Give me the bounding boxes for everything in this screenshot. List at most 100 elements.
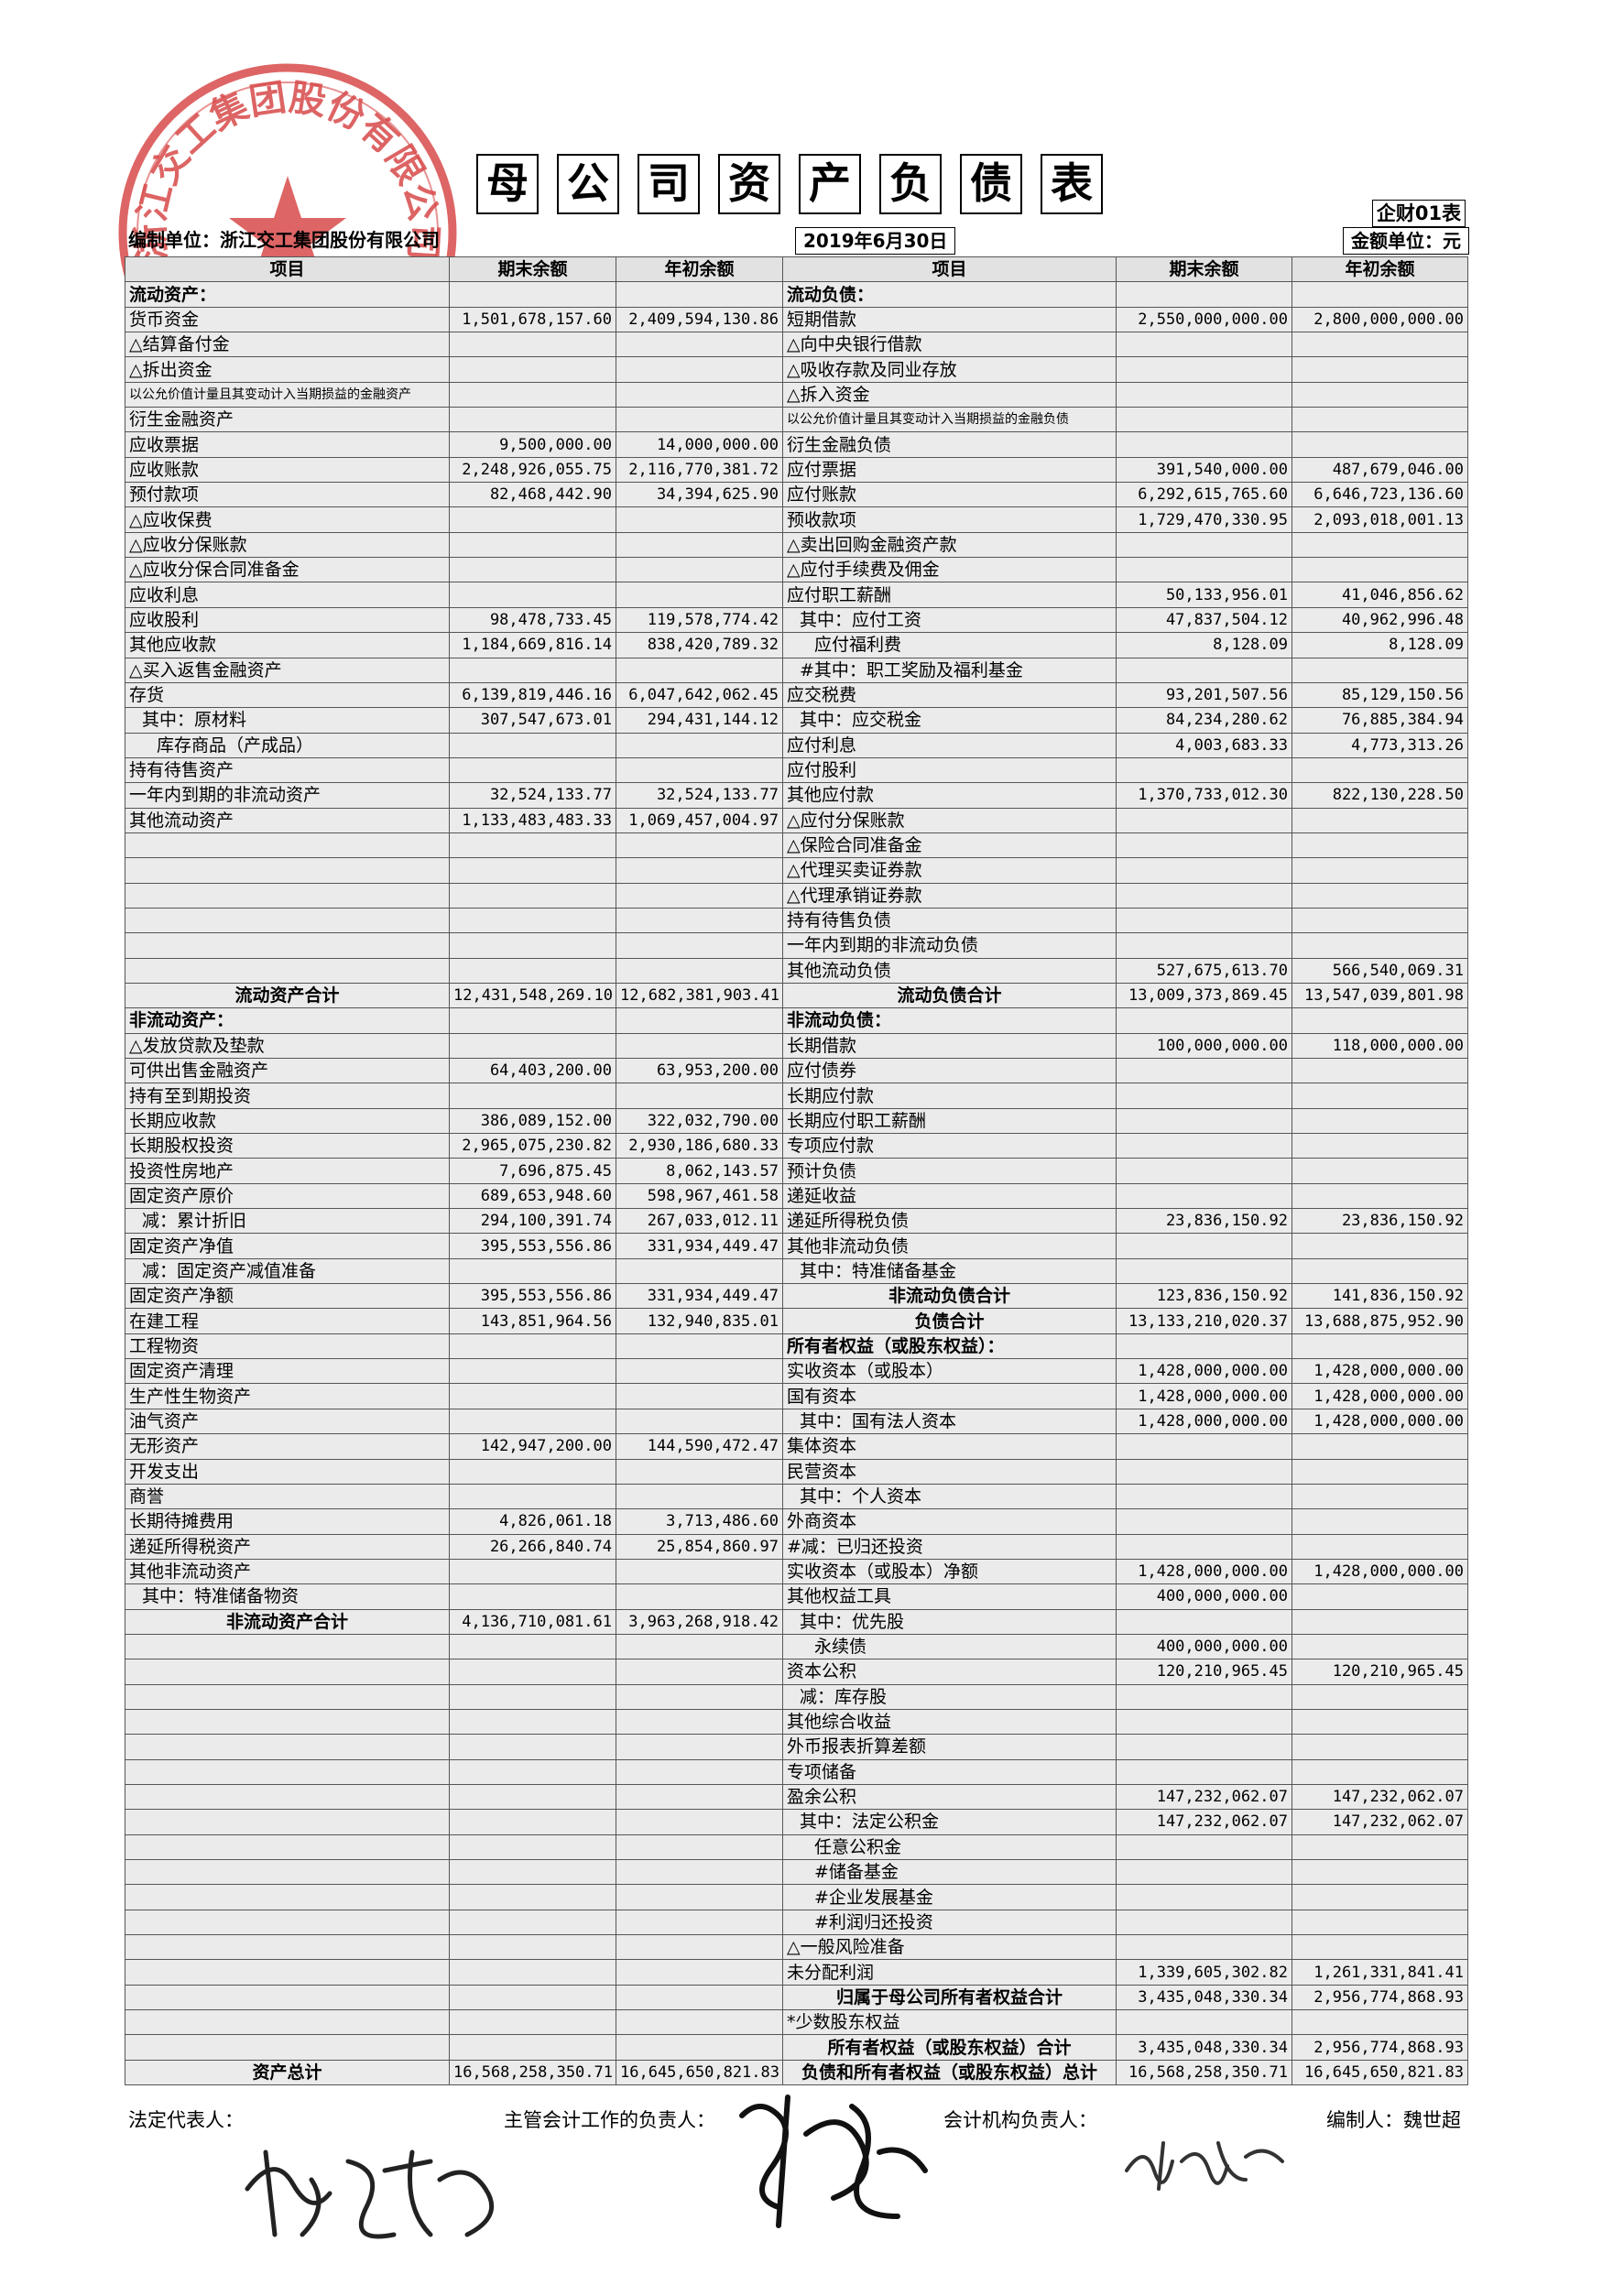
ending-balance-cell — [1116, 1458, 1292, 1485]
table-row: 生产性生物资产 国有资本 1,428,000,000.00 1,428,000,000… — [125, 1383, 1468, 1409]
table-row: 应收账款 2,248,926,055.75 2,116,770,381.72 应付票据… — [125, 456, 1468, 484]
table-row: #企业发展基金 — [125, 1884, 1468, 1910]
table-row: △代理买卖证券款 — [125, 857, 1468, 884]
opening-balance-cell: 2,093,018,001.13 — [1292, 506, 1468, 533]
accounting-head-signature — [739, 2095, 928, 2228]
item-label: #储备基金 — [782, 1858, 1117, 1886]
table-row: 其中：法定公积金 147,232,062.07 147,232,062.07 — [125, 1809, 1468, 1835]
item-label: 减：累计折旧 — [125, 1208, 450, 1235]
opening-balance-cell — [1292, 1257, 1468, 1285]
item-label: 工程物资 — [125, 1333, 450, 1360]
opening-balance-cell — [1292, 1708, 1468, 1736]
item-label: 归属于母公司所有者权益合计 — [782, 1984, 1117, 2011]
ending-balance-cell — [1116, 1608, 1292, 1635]
opening-balance-cell — [1292, 1533, 1468, 1560]
opening-balance-cell — [616, 756, 783, 784]
table-row: 任意公积金 — [125, 1834, 1468, 1861]
item-label: 非流动负债： — [782, 1007, 1117, 1034]
table-row: #储备基金 — [125, 1858, 1468, 1886]
opening-balance-cell — [1292, 1433, 1468, 1460]
ending-balance-cell: 1,184,669,816.14 — [449, 632, 616, 658]
item-label — [125, 1659, 450, 1685]
opening-balance-cell: 119,578,774.42 — [616, 606, 783, 634]
opening-balance-cell — [1292, 1884, 1468, 1910]
opening-balance-cell — [1292, 1508, 1468, 1535]
item-label: 油气资产 — [125, 1408, 450, 1435]
ending-balance-cell — [449, 1558, 616, 1585]
ending-balance-cell — [1116, 1758, 1292, 1785]
item-label: 专项应付款 — [782, 1133, 1117, 1159]
item-label: 固定资产清理 — [125, 1358, 450, 1385]
opening-balance-cell: 14,000,000.00 — [616, 431, 783, 458]
opening-balance-cell — [616, 1884, 783, 1910]
ending-balance-cell — [1116, 882, 1292, 909]
ending-balance-cell: 123,836,150.92 — [1116, 1283, 1292, 1310]
ending-balance-cell: 16,568,258,350.71 — [1116, 2059, 1292, 2086]
ending-balance-cell: 1,133,483,483.33 — [449, 807, 616, 833]
opening-balance-cell — [1292, 1182, 1468, 1210]
opening-balance-cell: 1,428,000,000.00 — [1292, 1383, 1468, 1409]
ending-balance-cell — [449, 1583, 616, 1610]
opening-balance-cell — [616, 1483, 783, 1510]
item-label — [125, 1683, 450, 1710]
opening-balance-cell — [616, 1558, 783, 1585]
table-row: 一年内到期的非流动资产 32,524,133.77 32,524,133.77 其他应… — [125, 782, 1468, 809]
opening-balance-cell — [1292, 1158, 1468, 1184]
item-label — [125, 1909, 450, 1936]
opening-balance-cell — [616, 1583, 783, 1610]
item-label: 应交税费 — [782, 681, 1117, 709]
ending-balance-cell: 307,547,673.01 — [449, 707, 616, 734]
item-label: 递延收益 — [782, 1182, 1117, 1210]
opening-balance-cell: 4,773,313.26 — [1292, 732, 1468, 758]
dept-head-label: 会计机构负责人： — [943, 2109, 1097, 2131]
item-label: 其中：国有法人资本 — [782, 1408, 1117, 1435]
ending-balance-cell — [449, 1909, 616, 1936]
opening-balance-cell: 838,420,789.32 — [616, 632, 783, 658]
item-label: 永续债 — [782, 1633, 1117, 1660]
opening-balance-cell: 1,069,457,004.97 — [616, 807, 783, 833]
ending-balance-cell — [449, 1834, 616, 1861]
opening-balance-cell — [616, 1032, 783, 1060]
opening-balance-cell — [1292, 807, 1468, 833]
ending-balance-cell: 527,675,613.70 — [1116, 957, 1292, 984]
table-row: △拆出资金 △吸收存款及同业存放 — [125, 356, 1468, 383]
ending-balance-cell: 400,000,000.00 — [1116, 1583, 1292, 1610]
ending-balance-cell — [1116, 1834, 1292, 1861]
opening-balance-cell: 40,962,996.48 — [1292, 606, 1468, 634]
opening-balance-cell — [616, 1834, 783, 1861]
opening-balance-cell — [616, 832, 783, 859]
ending-balance-cell — [449, 1884, 616, 1910]
item-label: 其他流动资产 — [125, 807, 450, 833]
ending-balance-cell: 1,428,000,000.00 — [1116, 1358, 1292, 1385]
ending-balance-cell: 143,851,964.56 — [449, 1308, 616, 1334]
item-label: △应收分保合同准备金 — [125, 557, 450, 583]
table-row: 应收票据 9,500,000.00 14,000,000.00 衍生金融负债 — [125, 431, 1468, 458]
ending-balance-cell: 147,232,062.07 — [1116, 1783, 1292, 1811]
item-label: 长期应付职工薪酬 — [782, 1107, 1117, 1135]
ending-balance-cell — [1116, 1683, 1292, 1710]
column-header: 年初余额 — [616, 256, 783, 283]
preparer-label: 编制人：魏世超 — [1326, 2109, 1461, 2131]
ending-balance-cell — [1116, 1107, 1292, 1135]
item-label: #企业发展基金 — [782, 1884, 1117, 1910]
balance-sheet-table: 项目 期末余额 年初余额 项目 期末余额 年初余额 流动资产： 流动负债： 货币资金 1,501… — [125, 256, 1468, 2086]
ending-balance-cell — [449, 1683, 616, 1710]
opening-balance-cell — [1292, 1734, 1468, 1760]
opening-balance-cell: 1,428,000,000.00 — [1292, 1558, 1468, 1585]
ending-balance-cell: 98,478,733.45 — [449, 606, 616, 634]
item-label: △保险合同准备金 — [782, 832, 1117, 859]
ending-balance-cell — [449, 1333, 616, 1360]
opening-balance-cell: 3,713,486.60 — [616, 1508, 783, 1535]
item-label: 其中：法定公积金 — [782, 1809, 1117, 1835]
ending-balance-cell: 395,553,556.86 — [449, 1283, 616, 1310]
ending-balance-cell — [1116, 557, 1292, 583]
item-label — [125, 1834, 450, 1861]
opening-balance-cell — [616, 732, 783, 758]
table-row: 工程物资 所有者权益（或股东权益）： — [125, 1333, 1468, 1360]
ending-balance-cell — [1116, 1182, 1292, 1210]
ending-balance-cell — [1116, 756, 1292, 784]
ending-balance-cell — [1116, 1858, 1292, 1886]
opening-balance-cell: 85,129,150.56 — [1292, 681, 1468, 709]
item-label: 长期待摊费用 — [125, 1508, 450, 1535]
ending-balance-cell: 47,837,504.12 — [1116, 606, 1292, 634]
